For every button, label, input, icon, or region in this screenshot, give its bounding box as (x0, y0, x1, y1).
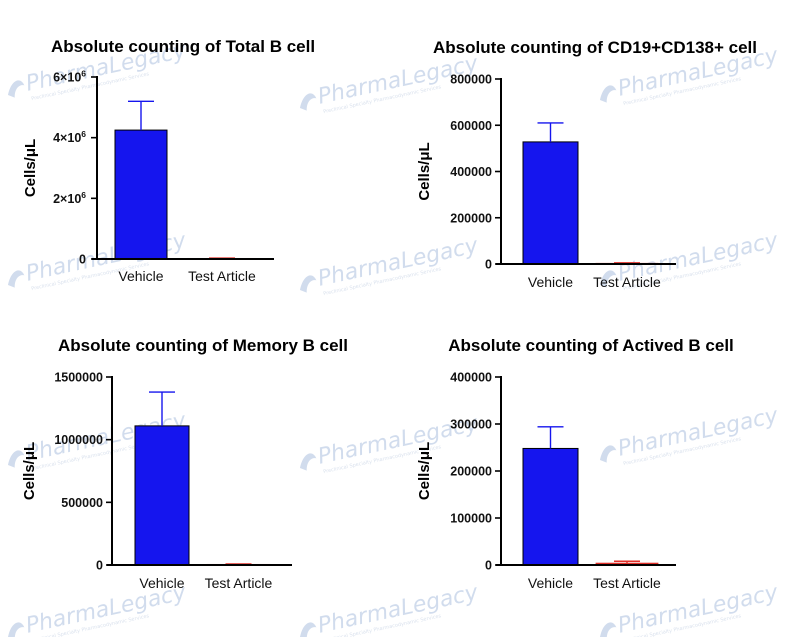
bar-chart-panel: Absolute counting of Total B cell Cells/μ… (22, 37, 315, 284)
watermark-leaf-icon (300, 453, 317, 471)
x-tick-label: Vehicle (528, 575, 573, 591)
x-tick-label: Test Article (593, 575, 661, 591)
x-tick-label: Vehicle (118, 268, 163, 284)
y-tick-value: 200000 (450, 211, 492, 225)
y-tick-label: 100000 (450, 512, 492, 526)
x-tick-label: Vehicle (139, 575, 184, 591)
bar-vehicle (522, 447, 579, 566)
bar-vehicle (114, 129, 168, 260)
y-tick-value: 2×10 (53, 192, 81, 206)
watermark-brand: PharmaLegacy (316, 580, 482, 637)
y-tick-label: 1000000 (54, 433, 103, 447)
y-tick-value: 600000 (450, 119, 492, 133)
watermark-leaf-icon (600, 85, 617, 103)
y-tick-label: 6×106 (53, 69, 86, 85)
bar-vehicle (522, 141, 579, 265)
watermark-leaf-icon (300, 275, 317, 293)
chart-title: Absolute counting of Actived B cell (448, 336, 734, 355)
y-axis-label: Cells/μL (416, 142, 433, 200)
y-tick-value: 400000 (450, 371, 492, 385)
x-tick-label: Test Article (205, 575, 273, 591)
x-tick-label: Test Article (593, 274, 661, 290)
y-tick-value: 100000 (450, 512, 492, 526)
y-tick-value: 0 (485, 258, 492, 272)
y-tick-label: 500000 (61, 496, 103, 510)
y-tick-label: 0 (485, 559, 492, 573)
bar-chart-panel: Absolute counting of Actived B cell Cells… (416, 336, 734, 591)
chart-title: Absolute counting of Total B cell (51, 37, 315, 56)
y-tick-value: 500000 (61, 496, 103, 510)
y-tick-value: 200000 (450, 465, 492, 479)
y-tick-label: 2×106 (53, 190, 86, 206)
error-bar (614, 560, 640, 564)
watermark-leaf-icon (8, 80, 25, 98)
y-tick-exponent: 6 (81, 69, 86, 79)
bar-chart-panel: Absolute counting of Memory B cell Cells/… (21, 336, 348, 591)
charts-layer: Absolute counting of Total B cell Cells/μ… (21, 37, 757, 591)
y-tick-label: 0 (96, 559, 103, 573)
bar-vehicle (134, 425, 190, 566)
y-tick-label: 1500000 (54, 371, 103, 385)
y-tick-label: 600000 (450, 119, 492, 133)
watermark-leaf-icon (8, 622, 25, 637)
y-tick-value: 0 (79, 253, 86, 267)
watermark-leaf-icon (600, 270, 617, 288)
y-tick-label: 4×106 (53, 129, 86, 145)
watermark-leaf-icon (300, 93, 317, 111)
error-bar (149, 391, 175, 426)
watermark-brand: PharmaLegacy (616, 403, 782, 462)
y-axis-label: Cells/μL (21, 442, 38, 500)
watermark-leaf-icon (300, 622, 317, 637)
error-bar (537, 122, 564, 142)
watermark-brand: PharmaLegacy (316, 233, 482, 292)
y-tick-label: 200000 (450, 211, 492, 225)
y-tick-label: 300000 (450, 418, 492, 432)
chart-title: Absolute counting of CD19+CD138+ cell (433, 38, 757, 57)
y-tick-value: 4×10 (53, 131, 81, 145)
chart-title: Absolute counting of Memory B cell (58, 336, 348, 355)
watermark-leaf-icon (8, 270, 25, 288)
y-tick-label: 400000 (450, 371, 492, 385)
y-tick-value: 800000 (450, 73, 492, 87)
watermark-leaf-icon (8, 450, 25, 468)
y-tick-value: 300000 (450, 418, 492, 432)
bar-chart-panel: Absolute counting of CD19+CD138+ cell Cel… (416, 38, 757, 290)
y-tick-value: 1500000 (54, 371, 103, 385)
error-bar (537, 426, 564, 449)
y-tick-value: 6×10 (53, 71, 81, 85)
y-tick-value: 400000 (450, 165, 492, 179)
y-axis-label: Cells/μL (416, 442, 433, 500)
watermark-leaf-icon (600, 445, 617, 463)
y-tick-value: 0 (96, 559, 103, 573)
y-tick-label: 0 (485, 258, 492, 272)
x-tick-label: Vehicle (528, 274, 573, 290)
y-axis-label: Cells/μL (22, 139, 39, 197)
y-tick-label: 400000 (450, 165, 492, 179)
y-tick-label: 200000 (450, 465, 492, 479)
x-tick-label: Test Article (188, 268, 256, 284)
y-tick-value: 1000000 (54, 433, 103, 447)
y-tick-value: 0 (485, 559, 492, 573)
y-tick-label: 800000 (450, 73, 492, 87)
watermark-leaf-icon (600, 622, 617, 637)
y-tick-label: 0 (79, 253, 86, 267)
y-tick-exponent: 6 (81, 129, 86, 139)
y-tick-exponent: 6 (81, 190, 86, 200)
error-bar (128, 100, 154, 131)
